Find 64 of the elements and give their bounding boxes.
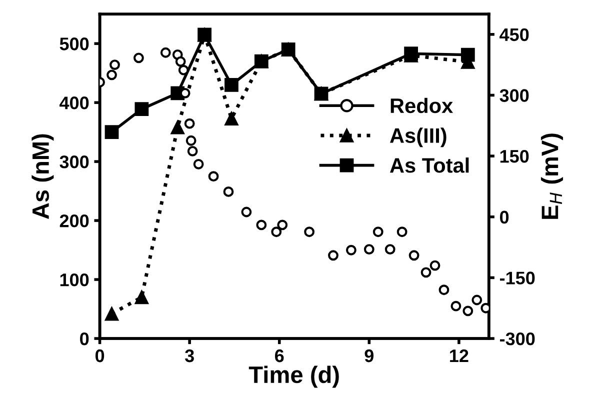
point (160, 47, 171, 58)
x-axis-title: Time (d) (248, 366, 339, 388)
point (277, 220, 288, 230)
y-tick-label: 300 (60, 156, 89, 168)
point (134, 102, 149, 116)
point (438, 284, 450, 296)
point (420, 267, 432, 278)
y-tick-label: 500 (60, 38, 89, 50)
point (462, 306, 474, 316)
point (193, 158, 204, 170)
y2-axis-title: E$_{H}$ (mV) (540, 134, 563, 219)
y2-tick-label: 450 (500, 28, 529, 42)
y-tick-label: 0 (80, 332, 89, 346)
point (106, 70, 117, 80)
point (110, 60, 120, 70)
y-tick-label: 100 (60, 273, 89, 286)
y-tick-label: 200 (60, 214, 89, 228)
y2-tick-label: 300 (500, 89, 529, 102)
legend-label: Redox (390, 98, 453, 114)
y-axis-title: As (nM) (32, 134, 54, 219)
x-tick-label: 0 (95, 349, 104, 362)
point (134, 290, 149, 304)
point (133, 52, 144, 64)
x-tick-label: 6 (275, 349, 284, 362)
point (450, 300, 462, 312)
point (104, 125, 119, 140)
point (396, 226, 408, 238)
point (364, 244, 374, 255)
point (281, 42, 296, 56)
point (224, 112, 238, 126)
y2-tick-label: -150 (500, 272, 535, 284)
point (254, 54, 268, 68)
point (346, 244, 356, 256)
point (178, 64, 189, 76)
point (271, 226, 282, 238)
y2-tick-label: 150 (500, 150, 529, 163)
point (241, 206, 252, 218)
point (104, 306, 119, 321)
point (304, 226, 315, 238)
point (328, 250, 338, 261)
x-tick-label: 12 (450, 349, 468, 362)
point (460, 48, 475, 62)
point (224, 78, 238, 92)
point (223, 186, 234, 197)
point (184, 118, 195, 129)
point (208, 171, 219, 182)
x-tick-label: 3 (184, 349, 194, 362)
point (198, 28, 212, 42)
x-tick-label: 9 (364, 349, 374, 362)
point (170, 120, 185, 134)
point (372, 226, 384, 238)
point (187, 146, 198, 156)
y2-tick-label: -300 (500, 332, 535, 346)
legend-label: As(III) (390, 128, 446, 148)
point (186, 135, 196, 146)
point (175, 56, 186, 67)
y2-tick-label: 0 (500, 210, 509, 224)
point (408, 250, 420, 261)
point (472, 294, 482, 306)
y-tick-label: 400 (60, 96, 89, 110)
point (384, 244, 396, 255)
legend-label: As Total (390, 158, 469, 173)
point (256, 220, 267, 230)
point (430, 260, 440, 271)
